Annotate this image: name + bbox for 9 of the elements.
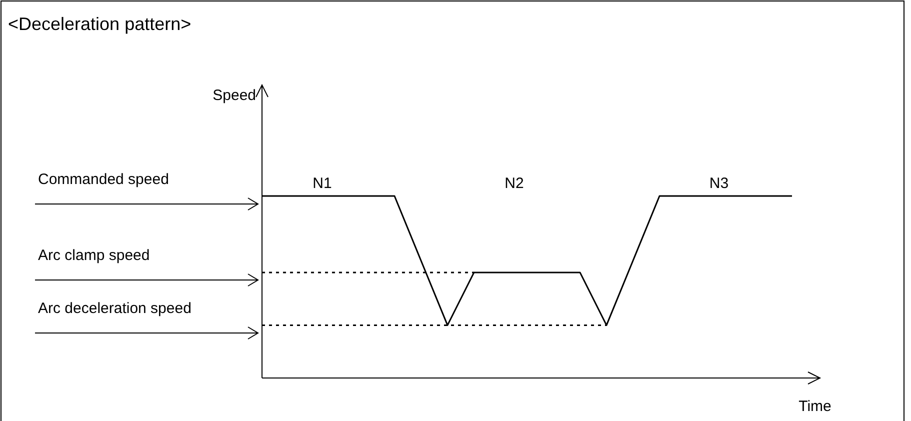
text: Arc deceleration speed <box>38 300 192 317</box>
x-axis-title: Time <box>798 398 832 415</box>
text: Speed <box>212 87 256 104</box>
text: N3 <box>709 175 729 192</box>
text: N2 <box>504 175 524 192</box>
text: <Deceleration pattern> <box>8 14 192 34</box>
text: Arc clamp speed <box>38 247 150 264</box>
text: Commanded speed <box>38 171 169 188</box>
text: N1 <box>312 175 332 192</box>
